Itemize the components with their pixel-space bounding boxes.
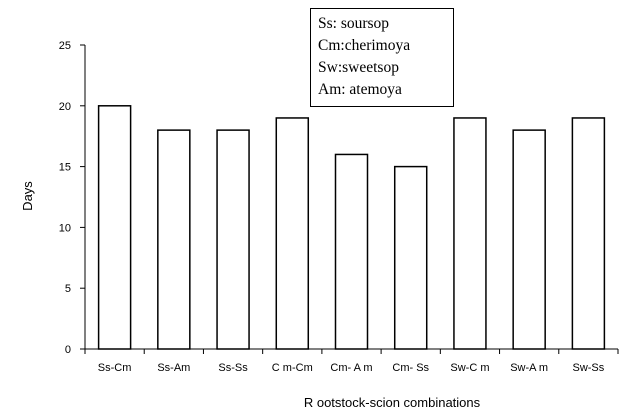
bar: [512, 129, 546, 350]
y-tick-label: 25: [59, 40, 71, 52]
x-tick-label: Sw-C m: [450, 362, 489, 374]
x-tick-labels: Ss-Cm Ss-Am Ss-Ss C m-Cm Cm- A m Cm- Ss Sw-C m…: [98, 362, 605, 374]
y-axis: [80, 44, 86, 350]
y-tick-label: 15: [59, 162, 71, 174]
bar: [97, 105, 132, 350]
legend-entry-soursop: Ss: soursop: [318, 15, 390, 32]
y-axis-title: Days: [20, 181, 35, 211]
y-tick-label: 5: [65, 283, 71, 295]
x-tick-label: Cm- Ss: [392, 362, 429, 374]
bar: [334, 153, 369, 350]
x-tick-label: C m-Cm: [272, 362, 313, 374]
bar: [393, 165, 428, 350]
bar: [453, 117, 487, 350]
bar: [571, 117, 606, 350]
legend: Ss: soursop Cm:cherimoya Sw:sweetsop Am:…: [310, 8, 454, 107]
y-tick-label: 10: [59, 222, 71, 234]
x-tick-label: Sw-A m: [510, 362, 548, 374]
bar: [157, 129, 191, 350]
y-tick-label: 20: [59, 101, 71, 113]
x-tick-label: Cm- A m: [330, 362, 372, 374]
y-tick-label: 0: [65, 344, 71, 356]
x-axis-title: R ootstock-scion combinations: [304, 395, 481, 410]
x-tick-label: Ss-Ss: [218, 362, 248, 374]
x-tick-label: Ss-Am: [157, 362, 190, 374]
legend-entry-sweetsop: Sw:sweetsop: [318, 59, 399, 76]
legend-entry-cherimoya: Cm:cherimoya: [318, 37, 411, 54]
bars: [97, 105, 606, 350]
x-tick-label: Sw-Ss: [572, 362, 604, 374]
bar: [275, 117, 310, 350]
y-tick-labels: 0 5 10 15 20 25: [59, 40, 71, 356]
legend-entry-atemoya: Am: atemoya: [318, 81, 402, 98]
bar: [216, 129, 250, 350]
x-tick-label: Ss-Cm: [98, 362, 132, 374]
